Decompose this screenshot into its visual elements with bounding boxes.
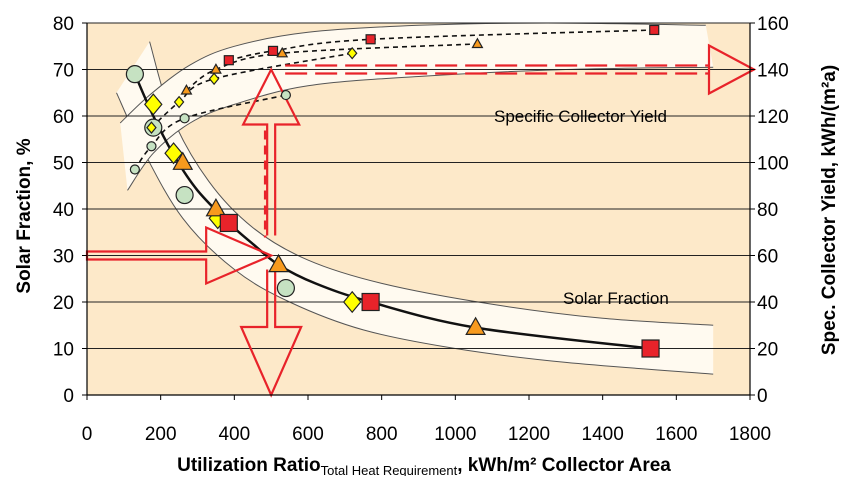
yield-point-square xyxy=(223,55,234,66)
x-tick-label: 400 xyxy=(218,424,250,445)
yield-point-circle xyxy=(129,164,140,175)
yield-point-square xyxy=(267,45,279,57)
y-left-tick-label: 0 xyxy=(63,386,74,407)
yield-point-circle xyxy=(179,113,190,124)
x-tick-label: 1000 xyxy=(434,424,476,445)
fraction-point-square xyxy=(361,292,380,312)
fraction-point-triangle xyxy=(268,253,289,273)
y-right-tick-label: 160 xyxy=(757,14,789,35)
fraction-point-triangle xyxy=(172,151,194,170)
y-right-tick-label: 120 xyxy=(757,107,789,128)
x-tick-label: 1600 xyxy=(655,424,697,445)
yield-point-diamond xyxy=(346,46,358,60)
yield-point-circle xyxy=(146,141,157,152)
x-tick-label: 0 xyxy=(82,424,93,445)
solar-fraction-band-lower-edge xyxy=(116,92,714,375)
y-left-tick-label: 20 xyxy=(53,293,74,314)
x-tick-label: 1200 xyxy=(508,424,550,445)
annotation-specific-collector-yield: Specific Collector Yield xyxy=(494,107,667,126)
yield-point-triangle xyxy=(180,84,193,95)
reading-arrow-yield-dashed-shaft xyxy=(285,64,709,75)
x-tick-label: 200 xyxy=(145,424,177,445)
x-axis-title: Utilization RatioTotal Heat Requirement,… xyxy=(177,455,671,476)
y-left-tick-label: 10 xyxy=(53,340,74,361)
fraction-point-diamond xyxy=(144,93,163,116)
yield-point-square xyxy=(649,24,660,36)
yield-dashed-line-circle xyxy=(134,94,287,170)
reading-arrow-yield-head xyxy=(707,43,757,96)
y-right-tick-label: 100 xyxy=(757,154,789,175)
y-right-tick-label: 140 xyxy=(757,61,789,82)
y-right-tick-label: 40 xyxy=(757,293,778,314)
x-tick-label: 1800 xyxy=(729,424,771,445)
fraction-point-circle xyxy=(175,185,194,205)
yield-point-triangle xyxy=(471,37,484,49)
y-left-tick-label: 50 xyxy=(53,154,74,175)
solar-fraction-band-upper-edge xyxy=(149,41,714,326)
y-right-tick-label: 60 xyxy=(757,247,778,268)
fraction-point-square xyxy=(219,213,238,233)
yield-point-circle xyxy=(280,89,291,101)
x-axis-title-subscript: Total Heat Requirement xyxy=(321,463,458,476)
y-left-tick-label: 30 xyxy=(53,247,74,268)
fraction-point-circle xyxy=(276,278,295,298)
reading-arrow-up-to-yield xyxy=(241,67,301,236)
axes: 0 200 400 600 800 1000 1200 1400 1600 18000102030… xyxy=(53,14,789,445)
annotation-solar-fraction: Solar Fraction xyxy=(563,289,669,308)
yield-point-square xyxy=(365,34,376,45)
x-axis-title-main: Utilization Ratio xyxy=(177,455,321,476)
fraction-point-diamond xyxy=(342,290,362,314)
yield-point-triangle xyxy=(209,63,222,74)
x-tick-label: 1400 xyxy=(582,424,624,445)
yield-dashed-line-triangle xyxy=(185,43,478,92)
yield-point-diamond xyxy=(173,95,185,109)
yield-dashed-line-diamond xyxy=(150,52,353,129)
y-axis-right-title: Spec. Collector Yield, kWh/(m²a) xyxy=(819,65,840,355)
fraction-point-circle xyxy=(125,65,144,84)
gridlines xyxy=(87,22,750,349)
y-axis-left-title: Solar Fraction, % xyxy=(14,138,35,293)
yield-point-diamond xyxy=(208,72,220,86)
y-left-tick-label: 60 xyxy=(53,107,74,128)
x-tick-label: 600 xyxy=(292,424,324,445)
y-left-tick-label: 40 xyxy=(53,200,74,221)
x-axis-title-rest: , kWh/m² Collector Area xyxy=(457,455,671,476)
y-left-tick-label: 70 xyxy=(53,61,74,82)
yield-dashed-line-square xyxy=(228,29,655,61)
reading-arrows xyxy=(85,43,757,398)
fraction-point-square xyxy=(641,339,660,358)
y-left-tick-label: 80 xyxy=(53,14,74,35)
reading-arrow-solar-fraction xyxy=(85,225,274,286)
y-right-tick-label: 20 xyxy=(757,340,778,361)
x-tick-label: 800 xyxy=(366,424,398,445)
fraction-point-diamond xyxy=(164,142,183,165)
data-marks xyxy=(125,24,660,358)
y-right-tick-label: 0 xyxy=(757,386,768,407)
yield-point-diamond xyxy=(146,121,157,134)
y-right-tick-label: 80 xyxy=(757,200,778,221)
fraction-point-triangle xyxy=(205,198,227,217)
fraction-point-triangle xyxy=(465,316,486,335)
yield-point-triangle xyxy=(276,46,289,58)
